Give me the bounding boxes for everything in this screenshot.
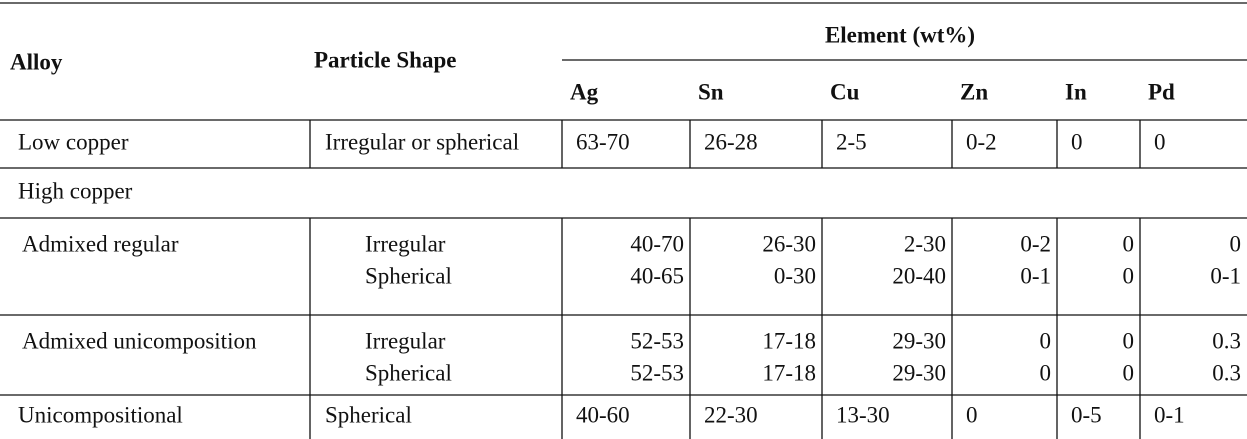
shape-cell: Spherical [365, 360, 452, 385]
value-cell: 0 [1040, 328, 1052, 353]
header-cell: Zn [960, 79, 988, 104]
row-label: High copper [18, 178, 133, 203]
value-cell: 0.3 [1212, 328, 1241, 353]
header-cell: Pd [1148, 79, 1175, 104]
value-cell: 0-2 [1020, 231, 1051, 256]
value-cell: 29-30 [892, 328, 946, 353]
value-cell: 0 [966, 402, 978, 427]
value-cell: 0-5 [1071, 402, 1102, 427]
row-label: Unicompositional [18, 402, 183, 427]
value-cell: 22-30 [704, 402, 758, 427]
value-cell: 0 [1123, 360, 1135, 385]
header-cell: Cu [830, 79, 860, 104]
value-cell: 2-5 [836, 129, 867, 154]
header-cell: Alloy [10, 49, 63, 74]
value-cell: 0-2 [966, 129, 997, 154]
value-cell: 0 [1230, 231, 1242, 256]
value-cell: 40-60 [576, 402, 630, 427]
value-cell: 0 [1123, 231, 1135, 256]
shape-cell: Spherical [365, 263, 452, 288]
header-cell: Sn [698, 79, 724, 104]
value-cell: 0-1 [1154, 402, 1185, 427]
row-label: Low copper [18, 129, 129, 154]
value-cell: 17-18 [762, 360, 816, 385]
value-cell: 52-53 [630, 360, 684, 385]
shape-cell: Irregular [365, 231, 446, 256]
row-label: Admixed unicomposition [22, 328, 257, 353]
value-cell: 2-30 [904, 231, 946, 256]
value-cell: 17-18 [762, 328, 816, 353]
shape-cell: Spherical [325, 402, 412, 427]
header-cell: Particle Shape [314, 47, 456, 72]
value-cell: 13-30 [836, 402, 890, 427]
value-cell: 26-30 [762, 231, 816, 256]
row-label: Admixed regular [22, 231, 179, 256]
value-cell: 0 [1123, 263, 1135, 288]
header-cell: Ag [570, 79, 599, 104]
shape-cell: Irregular [365, 328, 446, 353]
header-cell: Element (wt%) [825, 22, 975, 47]
value-cell: 0 [1040, 360, 1052, 385]
shape-cell: Irregular or spherical [325, 129, 519, 154]
value-cell: 40-65 [630, 263, 684, 288]
value-cell: 52-53 [630, 328, 684, 353]
value-cell: 0 [1154, 129, 1166, 154]
value-cell: 0.3 [1212, 360, 1241, 385]
value-cell: 0-1 [1210, 263, 1241, 288]
value-cell: 63-70 [576, 129, 630, 154]
value-cell: 20-40 [892, 263, 946, 288]
value-cell: 0 [1071, 129, 1083, 154]
header-cell: In [1065, 79, 1087, 104]
value-cell: 0 [1123, 328, 1135, 353]
value-cell: 0-1 [1020, 263, 1051, 288]
value-cell: 0-30 [774, 263, 816, 288]
value-cell: 29-30 [892, 360, 946, 385]
value-cell: 26-28 [704, 129, 758, 154]
value-cell: 40-70 [630, 231, 684, 256]
